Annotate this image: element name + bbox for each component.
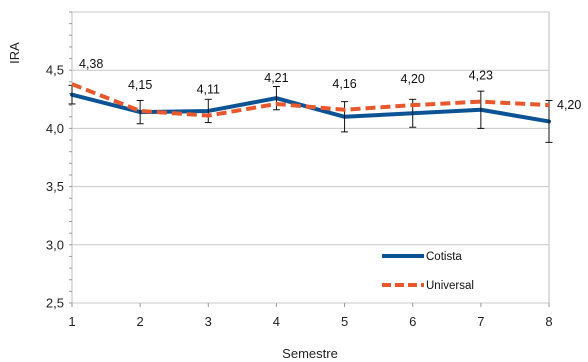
gridlines xyxy=(72,11,549,304)
plot-area xyxy=(71,11,550,304)
data-label: 4,20 xyxy=(557,98,581,112)
data-labels: 4,38 4,15 4,11 4,21 4,16 4,20 4,23 4,20 xyxy=(79,57,581,112)
x-tick-label: 7 xyxy=(477,314,484,329)
data-label: 4,11 xyxy=(197,83,220,97)
data-label: 4,15 xyxy=(128,78,152,92)
data-label: 4,16 xyxy=(332,77,356,91)
error-bar xyxy=(477,90,485,129)
legend: Cotista Universal xyxy=(382,251,474,292)
series xyxy=(68,82,553,143)
y-tick-label: 4,5 xyxy=(46,63,64,78)
y-tick-label: 2,5 xyxy=(46,296,64,311)
error-bar xyxy=(545,99,553,143)
legend-label-cotista: Cotista xyxy=(426,251,462,263)
y-axis-title: IRA xyxy=(7,42,22,64)
error-bar xyxy=(341,101,349,133)
x-tick-label: 4 xyxy=(273,314,280,329)
y-tick-label: 3,5 xyxy=(46,179,64,194)
data-label: 4,23 xyxy=(469,69,493,83)
data-label: 4,38 xyxy=(79,57,103,71)
data-label: 4,20 xyxy=(401,72,425,86)
x-tick-label: 5 xyxy=(341,314,348,329)
y-tick-label: 4,0 xyxy=(46,121,64,136)
data-label: 4,21 xyxy=(264,71,288,85)
x-tick-label: 6 xyxy=(409,314,416,329)
x-tick-label: 2 xyxy=(137,314,144,329)
x-tick-label: 1 xyxy=(68,314,75,329)
error-bar xyxy=(136,99,144,125)
x-tick-label: 8 xyxy=(545,314,552,329)
series-line-universal xyxy=(71,82,550,118)
x-axis-title: Semestre xyxy=(282,346,338,361)
legend-label-universal: Universal xyxy=(426,280,474,292)
x-tick-label: 3 xyxy=(205,314,212,329)
y-tick-label: 3,0 xyxy=(46,237,64,252)
axes: 2,5 3,0 3,5 4,0 4,5 1 2 3 4 5 6 7 8 xyxy=(46,11,553,329)
error-bar xyxy=(204,98,212,124)
